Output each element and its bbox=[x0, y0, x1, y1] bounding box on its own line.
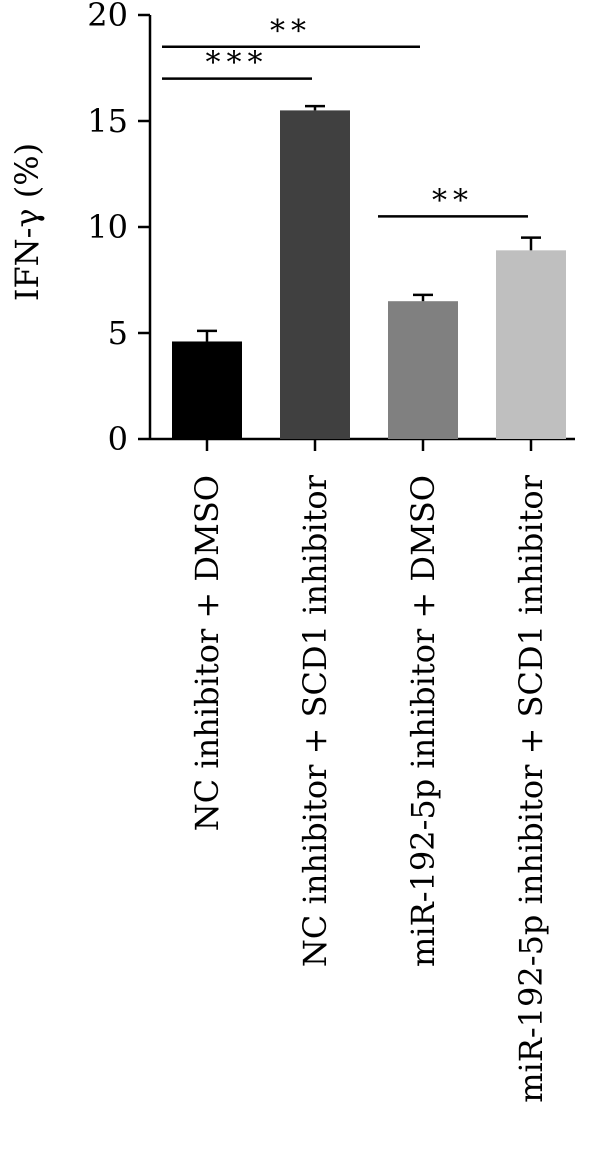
x-tick-label: miR-192-5p inhibitor + DMSO bbox=[404, 475, 442, 967]
y-tick-label: 10 bbox=[87, 208, 128, 246]
significance-label: *** bbox=[206, 46, 269, 81]
x-tick-label: NC inhibitor + SCD1 inhibitor bbox=[296, 474, 334, 967]
significance-label: ** bbox=[270, 14, 312, 49]
y-axis-label: IFN-γ (%) bbox=[8, 143, 46, 301]
bar bbox=[388, 301, 458, 439]
bars bbox=[172, 110, 566, 440]
error-bars bbox=[197, 104, 541, 342]
bar bbox=[496, 250, 566, 439]
y-tick-label: 0 bbox=[108, 420, 128, 458]
bar bbox=[280, 110, 350, 440]
significance-annotations: ******* bbox=[162, 14, 528, 218]
y-tick-label: 20 bbox=[87, 0, 128, 34]
bar bbox=[172, 341, 242, 439]
y-axis: 0 5 10 15 20 bbox=[87, 0, 152, 458]
x-axis: NC inhibitor + DMSO NC inhibitor + SCD1 i… bbox=[150, 437, 575, 1103]
x-tick-label: miR-192-5p inhibitor + SCD1 inhibitor bbox=[512, 474, 550, 1103]
y-tick-label: 15 bbox=[87, 102, 128, 140]
significance-label: ** bbox=[432, 183, 474, 218]
y-tick-label: 5 bbox=[108, 314, 128, 352]
x-tick-label: NC inhibitor + DMSO bbox=[188, 475, 226, 831]
